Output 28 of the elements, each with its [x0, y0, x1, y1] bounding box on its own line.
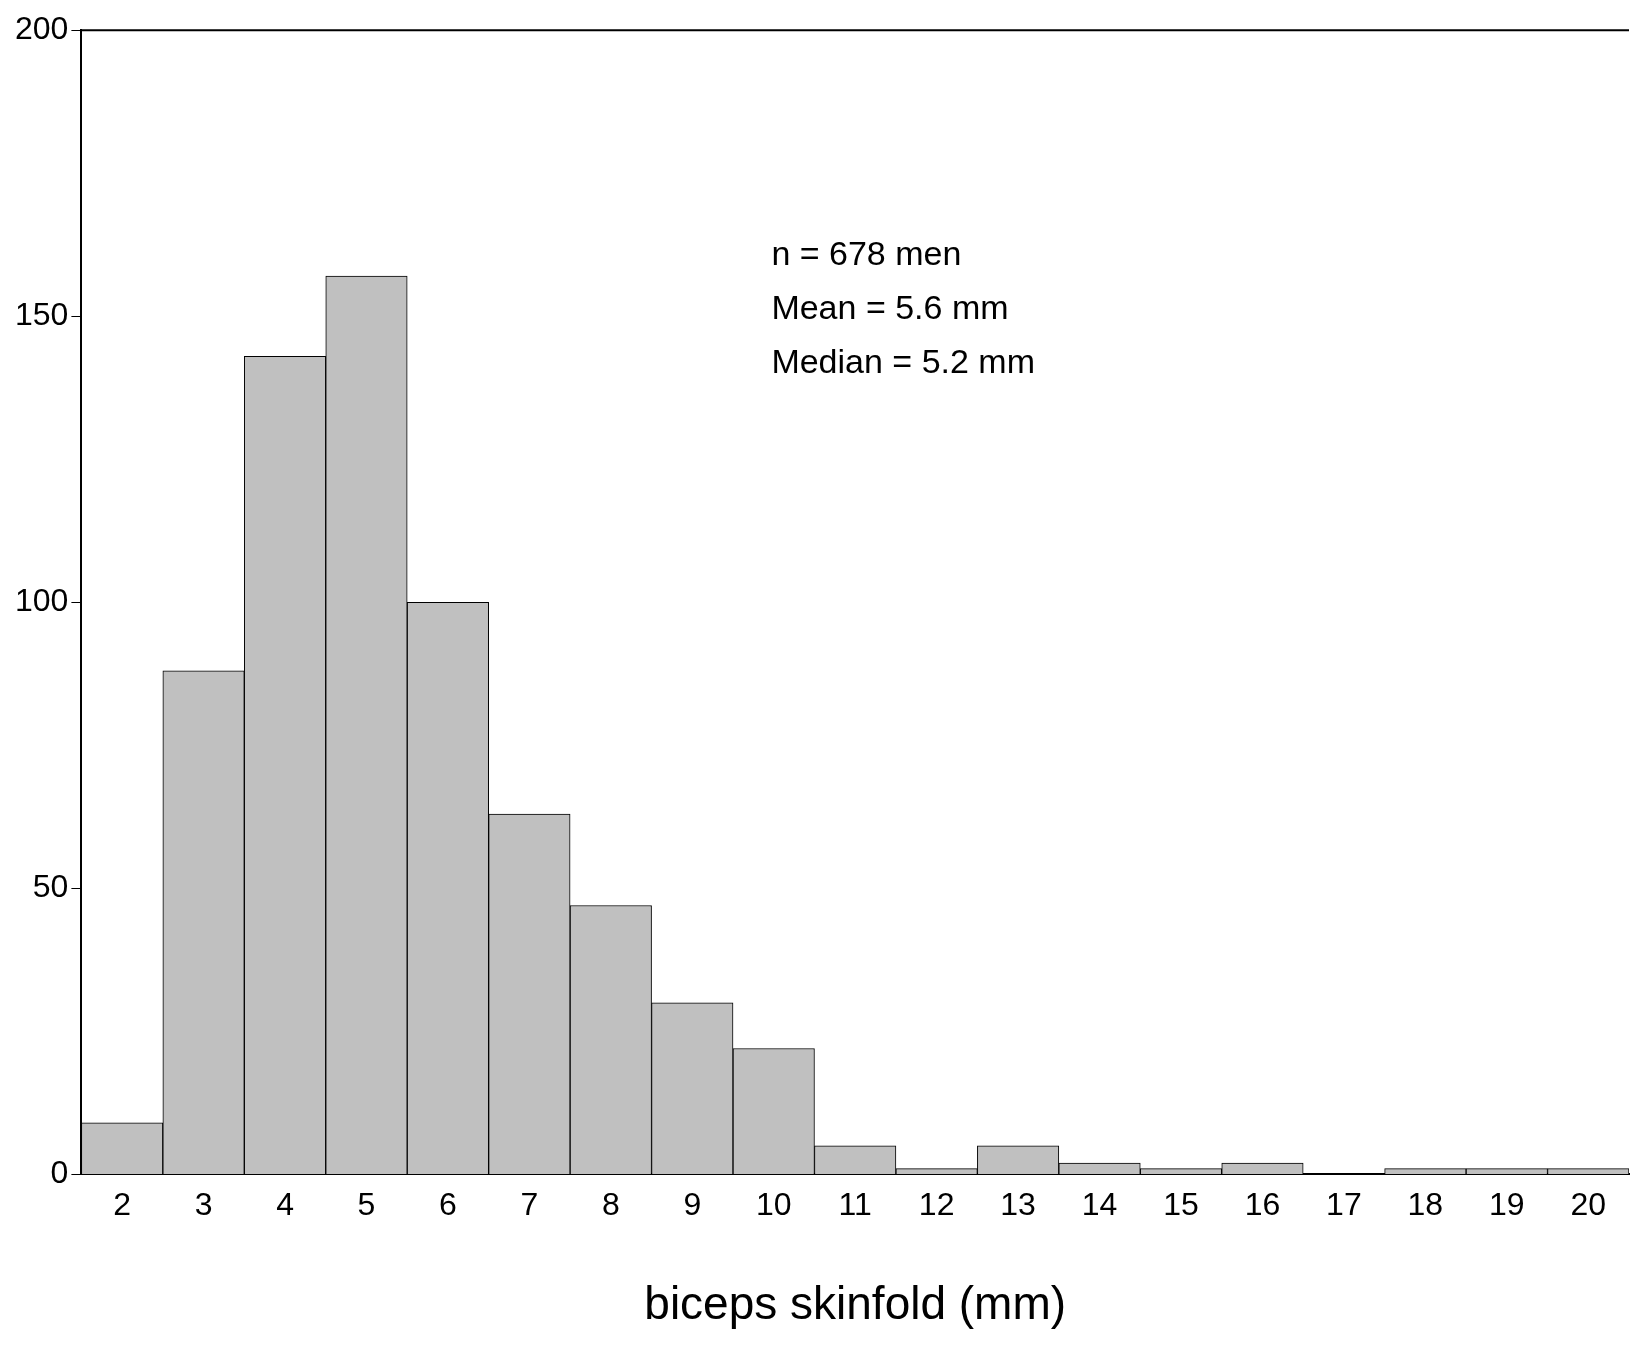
x-tick-label: 3 [194, 1186, 213, 1223]
x-tick-label: 6 [439, 1186, 457, 1223]
x-tick-label: 19 [1489, 1186, 1525, 1223]
x-tick-label: 11 [838, 1186, 872, 1223]
annotation: Median = 5.2 mm [771, 341, 1036, 380]
annotation: n = 678 men [771, 233, 962, 272]
annotation: Mean = 5.6 mm [771, 287, 1009, 326]
x-tick-label: 9 [683, 1186, 702, 1223]
x-tick-label: 14 [1081, 1186, 1118, 1223]
x-tick-label: 12 [918, 1186, 955, 1223]
x-tick-label: 15 [1163, 1186, 1199, 1223]
x-tick-label: 5 [357, 1186, 376, 1223]
x-tick-label: 20 [1570, 1186, 1607, 1223]
x-tick-label: 7 [520, 1186, 539, 1223]
y-tick-label: 50 [32, 868, 69, 905]
y-tick-label: 200 [15, 10, 69, 47]
x-tick-label: 17 [1326, 1186, 1362, 1223]
x-tick-label: 13 [1000, 1186, 1036, 1223]
x-tick-label: 10 [755, 1186, 792, 1223]
y-tick-label: 150 [15, 296, 69, 333]
x-tick-label: 8 [601, 1186, 620, 1223]
x-tick-label: 2 [113, 1186, 132, 1223]
y-tick-label: 0 [50, 1154, 69, 1191]
x-tick-label: 18 [1407, 1186, 1444, 1223]
x-tick-label: 16 [1244, 1186, 1281, 1223]
x-axis-title: biceps skinfold (mm) [644, 1277, 1067, 1330]
y-tick-label: 100 [15, 582, 69, 619]
x-tick-label: 4 [276, 1186, 294, 1223]
